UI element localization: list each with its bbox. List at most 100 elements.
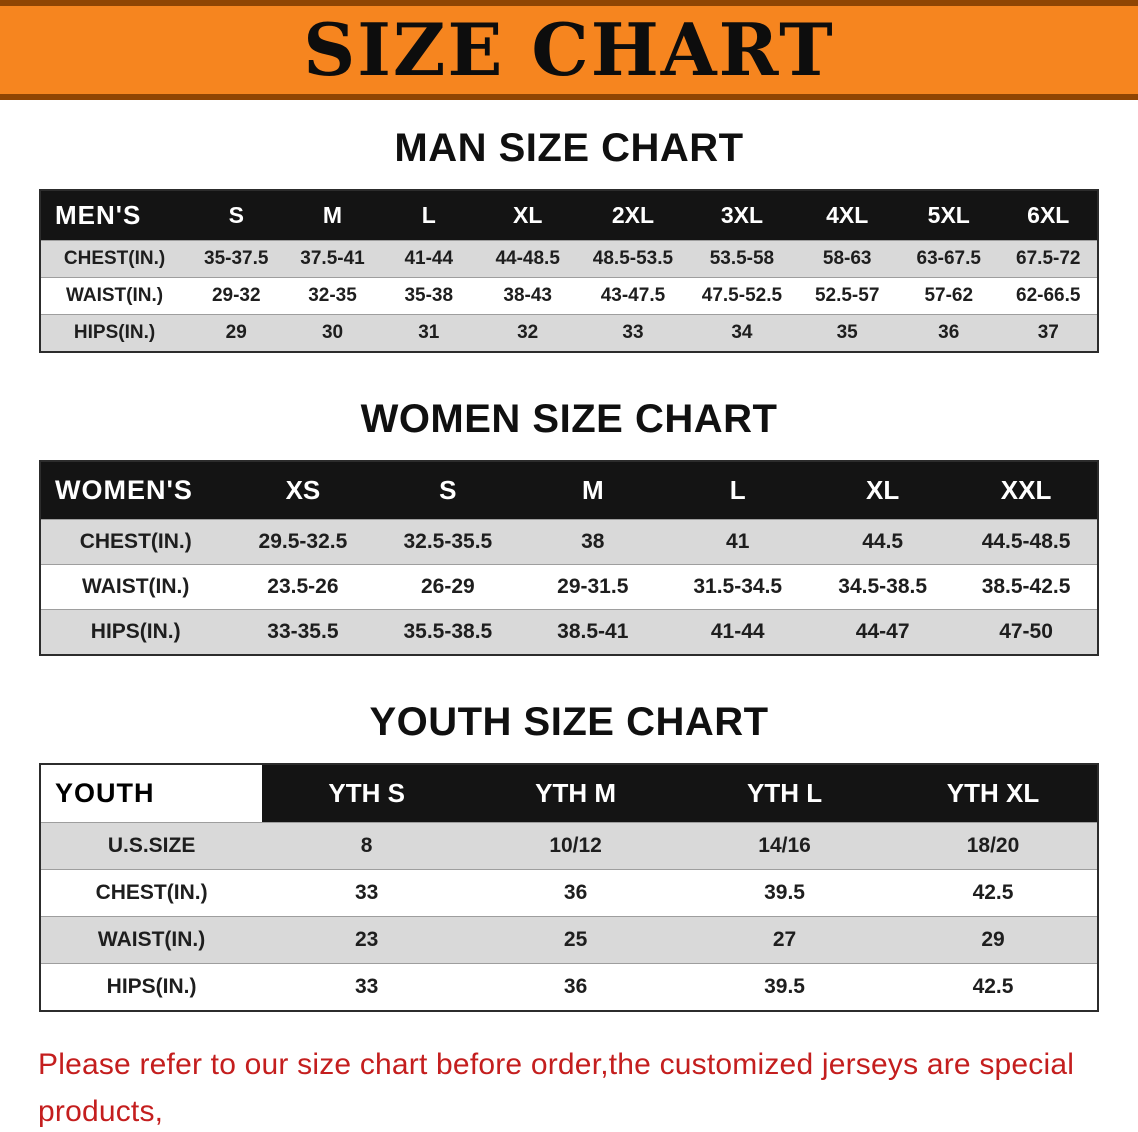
size-column-header: M: [520, 461, 666, 520]
size-column-header: 6XL: [999, 190, 1098, 241]
size-cell: 34: [687, 314, 797, 352]
size-cell: 63-67.5: [897, 240, 1000, 278]
size-cell: 8: [262, 822, 472, 870]
size-column-header: S: [375, 461, 521, 520]
women-header-row: WOMEN'S XS S M L XL XXL: [40, 461, 1098, 520]
youth-section-heading: YOUTH SIZE CHART: [369, 700, 769, 744]
size-cell: 36: [471, 963, 681, 1011]
youth-header-row: YOUTH YTH S YTH M YTH L YTH XL: [40, 764, 1098, 823]
size-cell: 37: [999, 314, 1098, 352]
youth-size-table: YOUTH YTH S YTH M YTH L YTH XL U.S.SIZE …: [39, 763, 1099, 1012]
size-cell: 47.5-52.5: [687, 277, 797, 315]
size-cell: 36: [471, 869, 681, 917]
size-column-header: 2XL: [578, 190, 688, 241]
size-cell: 36: [897, 314, 1000, 352]
row-label: CHEST(IN.): [40, 869, 263, 917]
table-row: WAIST(IN.) 29-32 32-35 35-38 38-43 43-47…: [40, 277, 1098, 315]
row-label: U.S.SIZE: [40, 822, 263, 870]
size-cell: 30: [284, 314, 381, 352]
size-cell: 48.5-53.5: [578, 240, 688, 278]
table-row: HIPS(IN.) 33 36 39.5 42.5: [40, 963, 1098, 1011]
size-cell: 29-31.5: [520, 564, 666, 610]
size-cell: 52.5-57: [796, 277, 898, 315]
size-cell: 31: [380, 314, 477, 352]
size-cell: 38.5-41: [520, 609, 666, 655]
size-cell: 38-43: [476, 277, 579, 315]
size-cell: 29: [889, 916, 1098, 964]
size-column-header: L: [665, 461, 811, 520]
size-column-header: 5XL: [897, 190, 1000, 241]
size-cell: 32: [476, 314, 579, 352]
women-table-title: WOMEN'S: [40, 461, 231, 520]
size-column-header: XXL: [955, 461, 1098, 520]
size-cell: 44.5: [810, 519, 956, 565]
row-label: HIPS(IN.): [40, 963, 263, 1011]
size-cell: 47-50: [955, 609, 1098, 655]
size-cell: 43-47.5: [578, 277, 688, 315]
row-label: CHEST(IN.): [40, 519, 231, 565]
table-row: HIPS(IN.) 29 30 31 32 33 34 35 36 37: [40, 314, 1098, 352]
size-cell: 33: [578, 314, 688, 352]
size-column-header: YTH S: [262, 764, 472, 823]
size-cell: 29.5-32.5: [230, 519, 376, 565]
size-cell: 38: [520, 519, 666, 565]
table-row: WAIST(IN.) 23.5-26 26-29 29-31.5 31.5-34…: [40, 564, 1098, 610]
size-cell: 39.5: [680, 963, 890, 1011]
size-cell: 44-47: [810, 609, 956, 655]
footer-note: Please refer to our size chart before or…: [38, 1042, 1100, 1132]
row-label: WAIST(IN.): [40, 277, 189, 315]
size-cell: 41-44: [665, 609, 811, 655]
table-row: U.S.SIZE 8 10/12 14/16 18/20: [40, 822, 1098, 870]
row-label: WAIST(IN.): [40, 916, 263, 964]
size-cell: 58-63: [796, 240, 898, 278]
size-cell: 31.5-34.5: [665, 564, 811, 610]
size-cell: 26-29: [375, 564, 521, 610]
table-row: CHEST(IN.) 29.5-32.5 32.5-35.5 38 41 44.…: [40, 519, 1098, 565]
size-cell: 10/12: [471, 822, 681, 870]
size-cell: 53.5-58: [687, 240, 797, 278]
size-column-header: YTH XL: [889, 764, 1098, 823]
size-column-header: 4XL: [796, 190, 898, 241]
size-column-header: S: [188, 190, 285, 241]
row-label: CHEST(IN.): [40, 240, 189, 278]
size-cell: 23: [262, 916, 472, 964]
size-cell: 41-44: [380, 240, 477, 278]
row-label: HIPS(IN.): [40, 314, 189, 352]
size-column-header: M: [284, 190, 381, 241]
page-title: SIZE CHART: [303, 7, 835, 92]
size-column-header: XL: [810, 461, 956, 520]
women-size-table: WOMEN'S XS S M L XL XXL CHEST(IN.) 29.5-…: [39, 460, 1099, 656]
size-cell: 29: [188, 314, 285, 352]
size-cell: 44.5-48.5: [955, 519, 1098, 565]
men-table-title: MEN'S: [40, 190, 189, 241]
size-cell: 35-37.5: [188, 240, 285, 278]
footer-note-line1: Please refer to our size chart before or…: [38, 1048, 1075, 1128]
men-size-table: MEN'S S M L XL 2XL 3XL 4XL 5XL 6XL CHEST…: [39, 189, 1099, 353]
row-label: WAIST(IN.): [40, 564, 231, 610]
size-cell: 25: [471, 916, 681, 964]
banner: SIZE CHART: [0, 0, 1138, 100]
size-cell: 18/20: [889, 822, 1098, 870]
row-label: HIPS(IN.): [40, 609, 231, 655]
size-column-header: XS: [230, 461, 376, 520]
size-cell: 33-35.5: [230, 609, 376, 655]
size-cell: 35.5-38.5: [375, 609, 521, 655]
size-cell: 44-48.5: [476, 240, 579, 278]
size-cell: 67.5-72: [999, 240, 1098, 278]
size-cell: 29-32: [188, 277, 285, 315]
table-row: CHEST(IN.) 33 36 39.5 42.5: [40, 869, 1098, 917]
size-cell: 62-66.5: [999, 277, 1098, 315]
size-cell: 33: [262, 869, 472, 917]
table-row: CHEST(IN.) 35-37.5 37.5-41 41-44 44-48.5…: [40, 240, 1098, 278]
size-cell: 57-62: [897, 277, 1000, 315]
size-cell: 41: [665, 519, 811, 565]
size-cell: 27: [680, 916, 890, 964]
men-header-row: MEN'S S M L XL 2XL 3XL 4XL 5XL 6XL: [40, 190, 1098, 241]
size-cell: 42.5: [889, 869, 1098, 917]
size-cell: 38.5-42.5: [955, 564, 1098, 610]
youth-table-title: YOUTH: [40, 764, 263, 823]
table-row: HIPS(IN.) 33-35.5 35.5-38.5 38.5-41 41-4…: [40, 609, 1098, 655]
size-cell: 37.5-41: [284, 240, 381, 278]
size-cell: 39.5: [680, 869, 890, 917]
